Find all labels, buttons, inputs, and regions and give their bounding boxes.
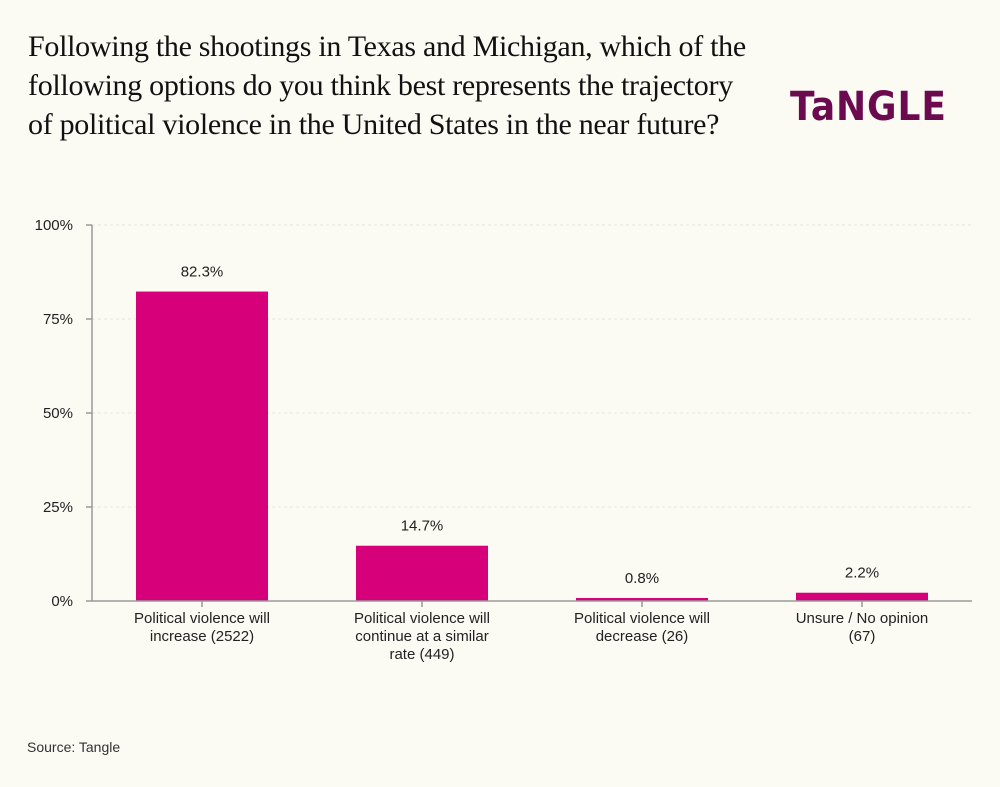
data-label: 0.8% [625,570,659,587]
x-tick-label-line: continue at a similar [355,628,488,645]
y-axis: 0% 25% 50% 75% 100% [35,217,93,610]
source-note: Source: Tangle [27,739,121,755]
x-tick-label-line: Political violence will [354,610,490,627]
x-tick-label-line: increase (2522) [150,628,254,645]
x-tick-label-line: (67) [849,628,876,645]
bar [136,291,268,601]
data-label: 14.7% [401,518,444,535]
y-tick-label: 50% [43,405,73,422]
y-tick-label: 25% [43,499,73,516]
x-tick-label: Political violence will decrease (26) [574,610,710,645]
x-axis: Political violence will increase (2522)Po… [92,600,972,663]
x-tick-label-line: Political violence will [134,610,270,627]
y-tick-label: 100% [35,217,73,234]
y-tick-label: 0% [51,593,73,610]
bar [796,592,928,601]
x-tick-label: Political violence will increase (2522) [134,610,270,645]
y-tick-label: 75% [43,311,73,328]
x-tick-label-line: rate (449) [389,646,454,663]
x-tick-label: Unsure / No opinion (67) [796,610,929,645]
x-tick-label: Political violence will continue at a sim… [354,610,490,663]
bars: 82.3% 14.7% 0.8% 2.2% [136,264,928,601]
tangle-logo: TaNGLE [790,84,947,130]
x-tick-label-line: Unsure / No opinion [796,610,929,627]
data-label: 2.2% [845,565,879,582]
chart-title: Following the shootings in Texas and Mic… [28,30,746,141]
x-tick-label-line: decrease (26) [596,628,689,645]
bar [576,597,708,601]
bar [356,545,488,601]
data-label: 82.3% [181,264,224,281]
x-tick-label-line: Political violence will [574,610,710,627]
